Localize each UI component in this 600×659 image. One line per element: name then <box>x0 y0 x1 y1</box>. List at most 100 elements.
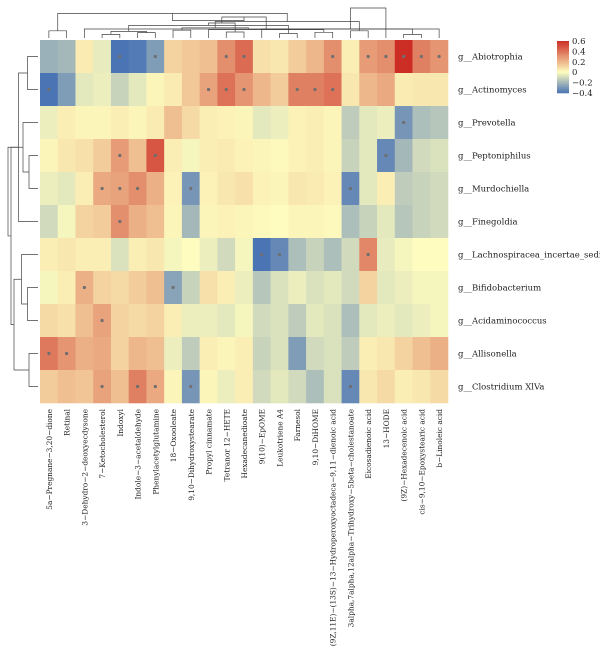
heatmap-cell <box>377 337 396 371</box>
heatmap-cell <box>394 73 413 107</box>
heatmap-cell <box>181 205 200 239</box>
heatmap-cell <box>270 370 289 404</box>
significance-dot <box>242 54 246 59</box>
heatmap-cell <box>199 205 218 239</box>
row-label: g__Lachnospiracea_incertae_sedis <box>458 251 600 261</box>
heatmap-cell <box>430 106 449 140</box>
heatmap-cell <box>252 40 271 74</box>
heatmap-cell <box>270 304 289 338</box>
heatmap-cell <box>359 370 378 404</box>
heatmap-cell <box>341 139 360 173</box>
colorbar-segment <box>557 81 569 83</box>
row-label: g__Prevotella <box>458 119 516 129</box>
heatmap-cell <box>359 106 378 140</box>
column-label: Indoxyl <box>116 408 125 436</box>
heatmap-cell <box>40 172 59 206</box>
heatmap-cell <box>288 139 307 173</box>
heatmap-cell <box>270 337 289 371</box>
heatmap-cell <box>75 172 94 206</box>
heatmap-cell <box>217 271 236 305</box>
heatmap-cell <box>359 73 378 107</box>
heatmap-cell <box>75 40 94 74</box>
heatmap-cell <box>394 238 413 272</box>
colorbar-segment <box>557 88 569 91</box>
heatmap-cell <box>323 370 342 404</box>
row-dendrogram-branch <box>7 146 23 237</box>
heatmap-cell <box>110 271 129 305</box>
colorbar-segment <box>557 51 569 53</box>
heatmap-cell <box>57 172 76 206</box>
heatmap-cell <box>128 304 147 338</box>
heatmap-cell <box>430 370 449 404</box>
significance-dot <box>277 252 282 257</box>
significance-dot <box>135 186 140 191</box>
heatmap-cell <box>252 205 271 239</box>
heatmap-cell <box>341 106 360 140</box>
heatmap-cell <box>93 40 112 74</box>
heatmap-cell <box>377 106 396 140</box>
heatmap-cell <box>359 337 378 371</box>
colorbar-segment <box>557 48 569 50</box>
heatmap-cell <box>323 304 342 338</box>
heatmap-cell <box>110 370 129 404</box>
heatmap-cell <box>128 73 147 107</box>
heatmap-cell <box>430 271 449 305</box>
column-label: 3−Dehydro−2−deoxyecdysone <box>80 409 89 526</box>
row-dendrogram-branch <box>21 254 38 305</box>
colorbar-segment <box>557 72 569 74</box>
heatmap-cell <box>199 139 218 173</box>
colorbar-segment <box>557 50 569 52</box>
heatmap-cell <box>430 238 449 272</box>
heatmap-cell <box>394 370 413 404</box>
colorbar-segment <box>557 54 569 56</box>
row-dendrogram-branch <box>27 56 38 90</box>
heatmap-cell <box>235 205 254 239</box>
column-dendrogram-branch <box>350 30 369 38</box>
colorbar-segment <box>557 79 569 81</box>
colorbar-segment <box>557 56 569 58</box>
column-labels: 5a−Pregnane−3,20−dione Retinal 3−Dehydro−2… <box>45 408 444 646</box>
column-label: cis−9,10−Epoxystearic acid <box>417 409 426 515</box>
heatmap-cell <box>412 73 431 107</box>
heatmap-cell <box>110 73 129 107</box>
heatmap-cell <box>252 337 271 371</box>
color-scale-legend: 0.60.40.20−0.2−0.4 <box>557 37 593 99</box>
heatmap-cell <box>199 370 218 404</box>
colorbar-segment <box>557 59 569 62</box>
heatmap-cell <box>93 337 112 371</box>
heatmap-cell <box>57 73 76 107</box>
column-label: Retinal <box>63 408 72 435</box>
column-label: 9(10)−EpOME <box>258 409 267 464</box>
column-dendrogram-branch <box>172 29 192 38</box>
heatmap-cell <box>270 172 289 206</box>
colorbar-segment <box>557 58 569 61</box>
heatmap-cell <box>412 271 431 305</box>
heatmap-cell <box>40 106 59 140</box>
heatmap-cell <box>57 40 76 74</box>
heatmap-cell <box>341 304 360 338</box>
heatmap-cell <box>377 271 396 305</box>
column-label: (9Z)−Hexadecenoic acid <box>400 409 409 502</box>
colorbar-segment <box>557 49 569 51</box>
colorbar-segment <box>557 42 569 44</box>
heatmap-cell <box>217 205 236 239</box>
heatmap-cell <box>394 139 413 173</box>
significance-dot <box>384 153 388 158</box>
heatmap-cell <box>394 304 413 338</box>
heatmap-cell <box>394 337 413 371</box>
colorbar-segment <box>557 91 569 94</box>
heatmap-cell <box>412 238 431 272</box>
colorbar-segment <box>557 41 569 43</box>
heatmap-cell <box>235 337 254 371</box>
heatmap-cell <box>217 304 236 338</box>
heatmap-cell <box>323 271 342 305</box>
colorbar-segment <box>557 63 569 66</box>
heatmap-cell <box>430 172 449 206</box>
heatmap-cell <box>146 106 165 140</box>
heatmap-cell <box>75 205 94 239</box>
heatmap-cell <box>199 271 218 305</box>
heatmap-cell <box>40 40 59 74</box>
heatmap-cell <box>40 139 59 173</box>
heatmap-cell <box>306 271 325 305</box>
heatmap-cell <box>252 370 271 404</box>
